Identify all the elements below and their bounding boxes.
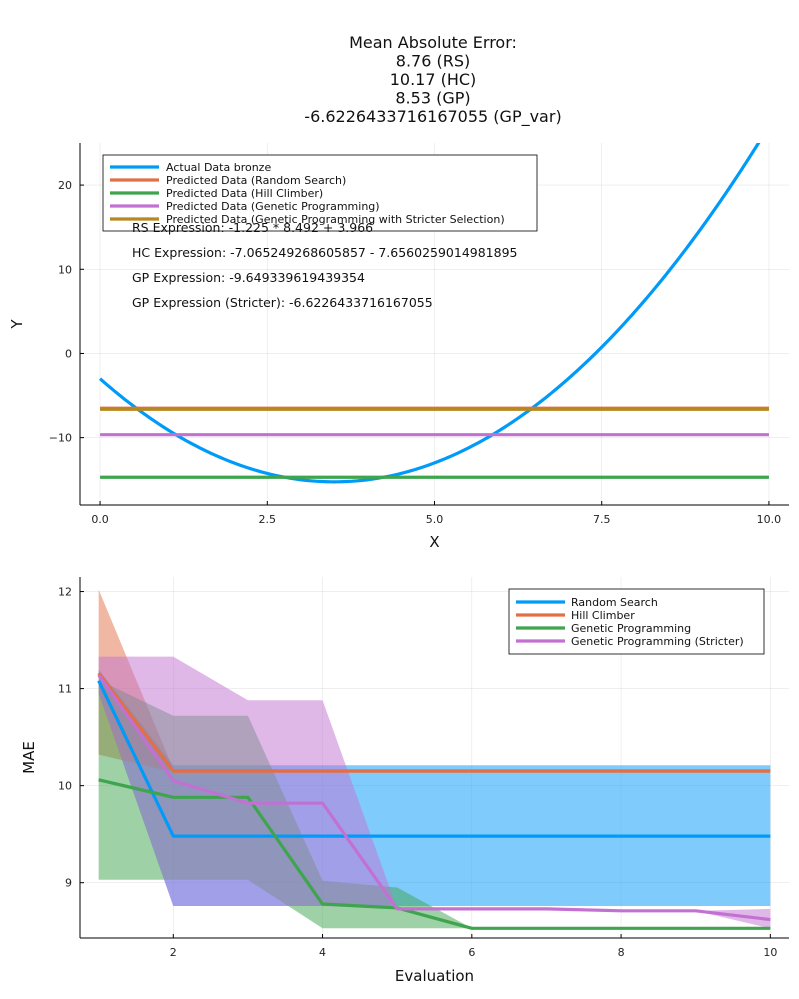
legend-label: Predicted Data (Genetic Programming with… — [166, 213, 505, 226]
legend-label: Random Search — [571, 596, 658, 609]
x-tick-label: 8 — [618, 946, 625, 959]
x-tick-label: 6 — [468, 946, 475, 959]
y-axis-label: Y — [8, 319, 26, 330]
y-tick-label: 11 — [58, 683, 72, 696]
expression-annotation: GP Expression (Stricter): -6.62264337161… — [132, 295, 433, 310]
title-line: 10.17 (HC) — [390, 70, 477, 89]
x-tick-label: 10.0 — [757, 513, 782, 526]
y-tick-label: 0 — [65, 347, 72, 360]
title-line: 8.53 (GP) — [395, 89, 470, 108]
series-line — [97, 672, 771, 773]
legend-label: Actual Data bronze — [166, 161, 271, 174]
y-tick-label: 20 — [58, 179, 72, 192]
top-series-group — [99, 143, 769, 484]
expression-annotation: HC Expression: -7.065249268605857 - 7.65… — [132, 245, 518, 260]
expression-annotation: GP Expression: -9.649339619439354 — [132, 270, 365, 285]
chart-title: Mean Absolute Error:8.76 (RS)10.17 (HC)8… — [304, 33, 561, 127]
series-line — [97, 674, 771, 922]
y-tick-label: 9 — [65, 877, 72, 890]
series-line — [99, 143, 761, 484]
title-line: Mean Absolute Error: — [349, 33, 517, 52]
x-tick-label: 0.0 — [91, 513, 109, 526]
y-axis-label: MAE — [20, 741, 38, 774]
legend-label: Genetic Programming — [571, 622, 691, 635]
legend-label: Predicted Data (Hill Climber) — [166, 187, 323, 200]
x-tick-label: 7.5 — [593, 513, 611, 526]
series-line — [97, 680, 771, 838]
x-tick-label: 2.5 — [259, 513, 277, 526]
top-plot-panel: 0.0 2.5 5.0 7.5 10.0 −10 0 10 20 X Y Actual Data br… — [8, 143, 789, 551]
legend-box — [508, 588, 765, 655]
title-line: 8.76 (RS) — [396, 52, 470, 71]
x-tick-label: 2 — [170, 946, 177, 959]
x-tick-label: 5.0 — [426, 513, 444, 526]
title-line: -6.6226433716167055 (GP_var) — [304, 107, 561, 127]
x-axis-label: Evaluation — [395, 967, 474, 985]
legend-label: Genetic Programming (Stricter) — [571, 635, 744, 648]
series-line — [98, 778, 771, 930]
bottom-plot-panel: 2 4 6 8 10 9 10 11 12 Evaluation MAE Random SearchH… — [20, 577, 789, 985]
confidence-band — [98, 656, 771, 929]
legend-label: Predicted Data (Random Search) — [166, 174, 346, 187]
legend-label: Hill Climber — [571, 609, 635, 622]
bottom-series-group — [97, 589, 771, 930]
y-tick-label: 10 — [58, 780, 72, 793]
y-tick-label: 10 — [58, 263, 72, 276]
expression-annotation: RS Expression: -1.225 * 8.492 + 3.966 — [132, 220, 373, 235]
legend-box — [102, 154, 538, 232]
x-axis-label: X — [429, 533, 439, 551]
x-tick-label: 4 — [319, 946, 326, 959]
y-tick-label: 12 — [58, 586, 72, 599]
x-tick-label: 10 — [763, 946, 777, 959]
legend-label: Predicted Data (Genetic Programming) — [166, 200, 380, 213]
y-tick-label: −10 — [49, 432, 72, 445]
